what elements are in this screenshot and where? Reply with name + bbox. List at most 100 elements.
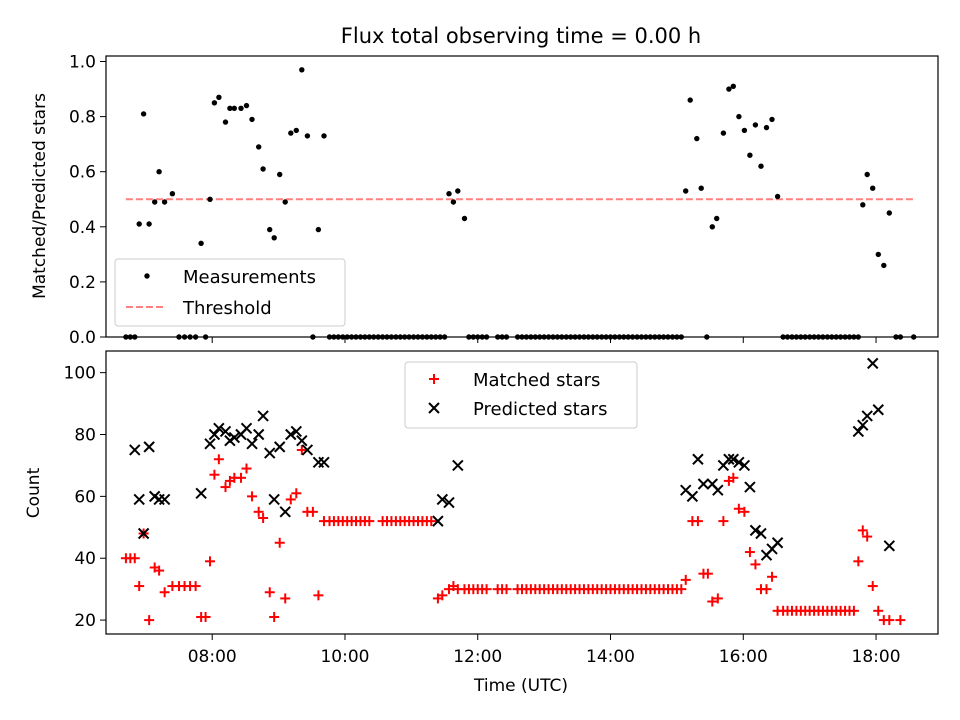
measurement-point xyxy=(730,83,736,90)
matched-star-point xyxy=(129,553,140,564)
ratio-y-ticks: 0.0 0.2 0.4 0.6 0.8 1.0 xyxy=(69,53,106,348)
predicted-star-point xyxy=(697,478,710,490)
measurement-point xyxy=(741,127,748,134)
matched-star-point xyxy=(481,584,492,595)
measurement-point xyxy=(299,67,305,73)
measurements-legend-label: Measurements xyxy=(183,267,316,288)
matched-star-point xyxy=(313,590,324,601)
measurement-point xyxy=(687,97,693,103)
predicted-star-point xyxy=(301,444,314,456)
matched-star-point xyxy=(501,584,512,595)
predicted-star-point xyxy=(195,487,207,499)
matched-star-point xyxy=(134,581,145,592)
predicted-stars-legend-marker xyxy=(428,402,440,414)
predicted-star-point xyxy=(158,493,171,506)
x-tick-label: 14:00 xyxy=(586,647,635,667)
predicted-star-point xyxy=(436,493,449,506)
matched-star-point xyxy=(692,516,703,527)
predicted-star-point xyxy=(867,357,879,370)
matched-star-point xyxy=(264,587,275,598)
ratio-x-ticks xyxy=(211,337,877,343)
ratio-y-tick-label: 0.2 xyxy=(69,273,96,293)
count-plot-area xyxy=(120,357,906,626)
predicted-star-point xyxy=(296,434,308,447)
predicted-star-point xyxy=(285,428,297,441)
matched-star-point xyxy=(712,593,723,604)
count-panel: 20 40 60 80 100 08:00 10:00 12:00 14:00 16:00 18:… xyxy=(24,350,939,696)
x-axis-label: Time (UTC) xyxy=(473,676,568,696)
predicted-star-point xyxy=(213,422,225,435)
predicted-star-point xyxy=(133,493,145,506)
matched-star-point xyxy=(307,506,318,517)
measurement-point xyxy=(774,193,781,200)
matched-star-point xyxy=(205,556,215,567)
count-y-tick-label: 100 xyxy=(64,364,96,384)
matched-star-point xyxy=(247,491,258,502)
matched-star-point xyxy=(285,494,296,505)
measurement-point xyxy=(321,133,327,139)
predicted-star-point xyxy=(723,453,735,465)
count-y-tick-label: 80 xyxy=(74,426,96,446)
x-tick-label: 18:00 xyxy=(852,647,901,667)
x-tick-label: 08:00 xyxy=(188,647,237,667)
matched-star-point xyxy=(258,513,269,524)
matched-star-point xyxy=(144,615,155,626)
count-y-tick-label: 20 xyxy=(74,611,96,631)
predicted-star-point xyxy=(852,425,865,438)
matched-star-point xyxy=(750,559,761,570)
predicted-star-point xyxy=(857,419,869,431)
measurement-point xyxy=(271,235,277,241)
matched-star-point xyxy=(857,525,868,536)
measurement-point xyxy=(198,240,204,246)
ratio-y-axis-label: Matched/Predicted stars xyxy=(30,93,50,299)
measurement-point xyxy=(222,119,229,125)
predicted-star-point xyxy=(240,422,253,435)
matched-star-point xyxy=(718,516,729,527)
predicted-star-point xyxy=(738,459,751,472)
measurement-point xyxy=(152,199,158,205)
predicted-star-point xyxy=(749,524,762,537)
count-y-axis-label: Count xyxy=(24,467,44,518)
x-tick-label: 10:00 xyxy=(320,647,369,667)
predicted-star-point xyxy=(755,527,767,540)
matched-star-point xyxy=(707,596,718,607)
x-tick-label: 12:00 xyxy=(453,647,502,667)
measurement-point xyxy=(156,169,162,175)
ratio-y-tick-label: 0.8 xyxy=(69,108,96,128)
ratio-axes-frame xyxy=(105,55,939,338)
predicted-star-point xyxy=(264,447,276,459)
matched-star-point xyxy=(426,516,437,527)
measurement-point xyxy=(256,144,262,150)
measurement-point xyxy=(446,191,452,197)
measurement-point xyxy=(288,130,294,136)
count-x-ticks: 08:00 10:00 12:00 14:00 16:00 18:00 xyxy=(188,634,901,667)
predicted-star-point xyxy=(252,428,265,441)
predicted-star-point xyxy=(744,481,756,493)
predicted-star-point xyxy=(872,404,884,416)
predicted-star-point xyxy=(883,540,896,552)
count-y-tick-label: 60 xyxy=(74,487,96,507)
predicted-star-point xyxy=(312,456,325,469)
measurement-point xyxy=(875,251,881,258)
matched-star-point xyxy=(895,615,906,626)
measurement-point xyxy=(758,163,764,169)
matched-star-point xyxy=(190,581,201,592)
measurement-point xyxy=(227,105,233,112)
measurement-point xyxy=(461,215,468,222)
measurement-point xyxy=(169,191,176,197)
matched-star-point xyxy=(159,587,170,598)
measurement-point xyxy=(769,116,775,123)
measurement-point xyxy=(260,166,266,172)
measurement-point xyxy=(249,116,255,123)
count-y-ticks: 20 40 60 80 100 xyxy=(64,364,106,631)
predicted-star-point xyxy=(290,425,303,438)
matched-star-point xyxy=(364,516,375,527)
predicted-star-point xyxy=(137,527,150,540)
measurement-point xyxy=(698,185,704,191)
measurement-point xyxy=(752,122,759,128)
ratio-legend-box xyxy=(114,258,346,327)
measurement-point xyxy=(870,185,876,191)
matched-star-point xyxy=(862,531,873,542)
predicted-star-point xyxy=(727,453,740,465)
